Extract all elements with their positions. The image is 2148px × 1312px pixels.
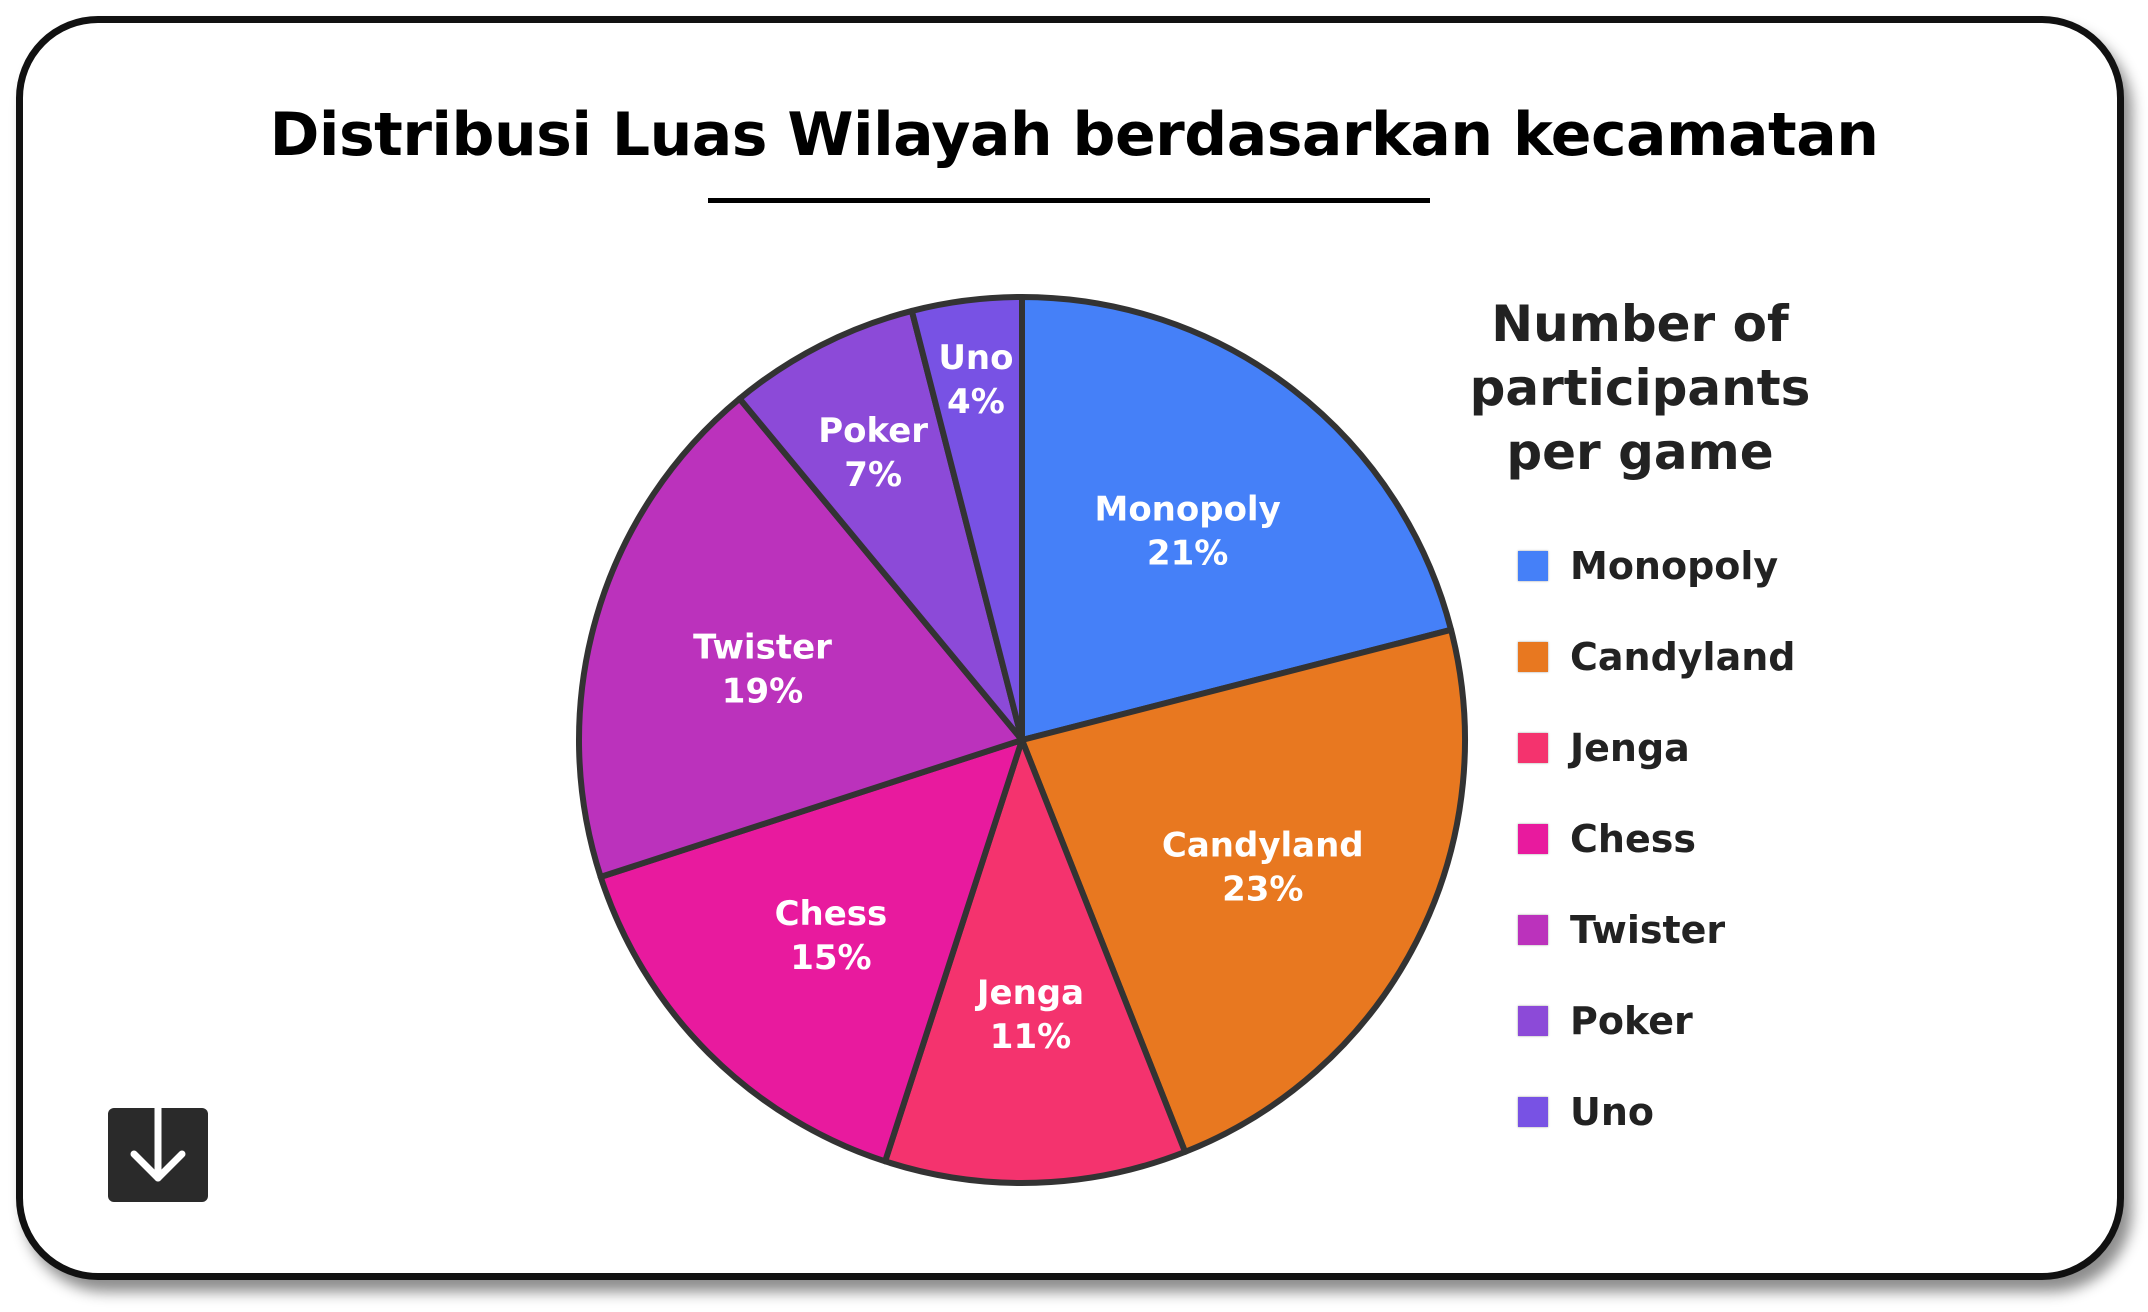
slice-value-label: 11% [990, 1017, 1071, 1057]
slice-label-candyland: Candyland 23% [1162, 826, 1364, 910]
legend-title-line: participants [1469, 359, 1811, 417]
slice-value-label: 21% [1147, 533, 1228, 573]
pie-slice-monopoly [1019, 294, 1455, 743]
legend-title-line: per game [1506, 423, 1774, 481]
slice-value-label: 15% [790, 938, 871, 978]
slice-category-label: Uno [938, 338, 1013, 378]
legend-swatch [1518, 641, 1548, 672]
slice-value-label: 7% [844, 455, 902, 495]
legend-swatch [1518, 1096, 1548, 1127]
legend-item-uno: Uno [1518, 1066, 1795, 1157]
title-underline [708, 198, 1430, 203]
legend-item-chess: Chess [1518, 793, 1795, 884]
legend-swatch [1518, 1005, 1548, 1036]
legend-label: Candyland [1570, 634, 1796, 679]
slice-label-poker: Poker 7% [818, 411, 928, 495]
legend-item-poker: Poker [1518, 975, 1795, 1066]
slice-label-chess: Chess 15% [775, 894, 888, 978]
legend-label: Uno [1570, 1089, 1655, 1134]
legend-label: Twister [1570, 907, 1726, 952]
pie-slice-twister [576, 395, 1025, 880]
legend-swatch [1518, 823, 1548, 854]
pie-slice-uno [908, 294, 1025, 743]
legend-title: Number of participants per game [1440, 292, 1840, 484]
legend-label: Monopoly [1570, 543, 1779, 588]
legend-swatch [1518, 550, 1548, 581]
legend: Monopoly Candyland Jenga Chess Twister Poker U… [1518, 520, 1795, 1157]
legend-title-line: Number of [1491, 295, 1789, 353]
slice-category-label: Candyland [1162, 826, 1364, 866]
slice-category-label: Chess [775, 894, 888, 934]
slice-label-twister: Twister 19% [693, 628, 832, 712]
slice-category-label: Twister [693, 628, 832, 668]
slice-category-label: Jenga [975, 973, 1084, 1013]
pie-slice-candyland [1019, 626, 1468, 1155]
slice-category-label: Poker [818, 411, 928, 451]
slice-label-uno: Uno 4% [938, 338, 1013, 422]
chart-title: Distribusi Luas Wilayah berdasarkan keca… [269, 100, 1879, 170]
slice-category-label: Monopoly [1094, 489, 1280, 529]
legend-label: Chess [1570, 816, 1696, 861]
legend-item-monopoly: Monopoly [1518, 520, 1795, 611]
slice-value-label: 4% [947, 382, 1005, 422]
legend-item-twister: Twister [1518, 884, 1795, 975]
download-button[interactable] [108, 1108, 208, 1202]
slice-value-label: 19% [722, 672, 803, 712]
legend-label: Poker [1570, 998, 1693, 1043]
pie-slice-jenga [882, 737, 1189, 1186]
slice-label-jenga: Jenga 11% [975, 973, 1084, 1057]
slice-value-label: 23% [1222, 870, 1303, 910]
legend-swatch [1518, 914, 1548, 945]
slice-label-monopoly: Monopoly 21% [1094, 489, 1280, 573]
legend-swatch [1518, 732, 1548, 763]
pie-slice-poker [736, 307, 1025, 743]
legend-label: Jenga [1570, 725, 1690, 770]
legend-item-jenga: Jenga [1518, 702, 1795, 793]
legend-item-candyland: Candyland [1518, 611, 1795, 702]
arrow-down-icon [130, 1108, 186, 1182]
